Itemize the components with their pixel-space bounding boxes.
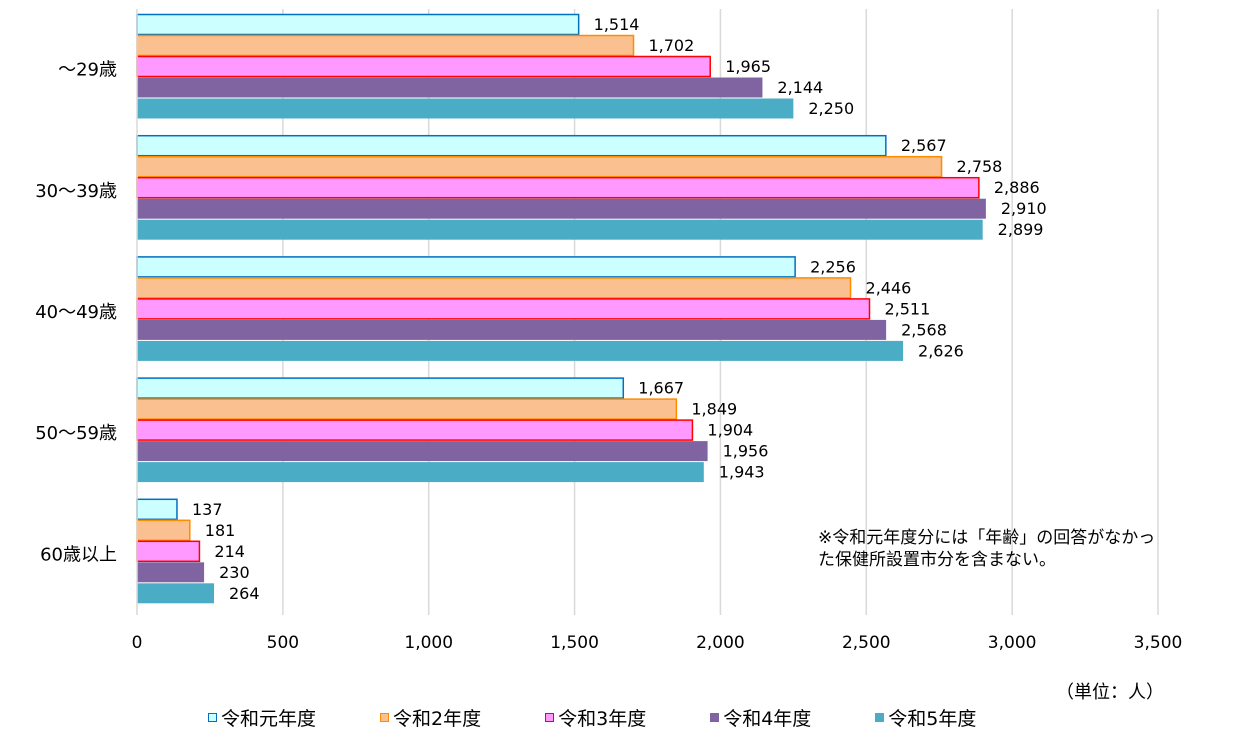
bar — [136, 134, 887, 157]
bar — [136, 419, 694, 441]
data-label: 2,511 — [884, 299, 930, 318]
legend-label: 令和3年度 — [558, 708, 647, 730]
legend-item: 令和4年度 — [710, 704, 811, 731]
legend-swatch — [710, 713, 720, 722]
x-tick-label: 2,500 — [842, 633, 891, 653]
bar — [136, 34, 635, 57]
data-label: 2,758 — [957, 157, 1003, 176]
data-label: 1,965 — [725, 57, 771, 76]
legend-swatch — [545, 713, 555, 722]
bar — [137, 319, 887, 340]
data-label: 230 — [219, 563, 250, 582]
bar — [136, 298, 871, 320]
bar — [137, 198, 986, 219]
data-label: 1,667 — [638, 379, 684, 398]
bar — [137, 340, 904, 361]
data-label: 1,702 — [648, 36, 694, 55]
bar — [137, 98, 794, 119]
unit-label: （単位：人） — [1056, 682, 1164, 703]
legend-item: 令和5年度 — [875, 704, 976, 731]
data-label: 1,943 — [719, 463, 765, 482]
data-label: 2,568 — [901, 320, 947, 339]
data-label: 214 — [214, 542, 245, 561]
data-label: 181 — [205, 521, 236, 540]
legend-label: 令和2年度 — [393, 708, 482, 730]
category-label: ～29歳 — [58, 60, 117, 81]
legend-label: 令和5年度 — [888, 708, 977, 730]
data-label: 2,626 — [918, 341, 964, 360]
x-tick-label: 500 — [267, 633, 299, 653]
data-label: 2,250 — [808, 99, 854, 118]
bar — [137, 441, 708, 462]
bar — [136, 155, 943, 178]
data-label: 2,144 — [777, 78, 823, 97]
legend-swatch — [875, 713, 885, 722]
bar — [137, 462, 704, 483]
x-tick-label: 3,500 — [1134, 633, 1183, 653]
data-label: 1,956 — [723, 442, 769, 461]
note-line-1: ※令和元年度分には「年齢」の回答がなかっ — [818, 528, 1156, 548]
bar — [136, 277, 852, 299]
data-label: 1,904 — [707, 421, 753, 440]
bar — [136, 55, 711, 78]
bar — [136, 519, 191, 542]
bar — [136, 176, 980, 199]
bar — [137, 562, 205, 583]
legend-item: 令和元年度 — [208, 704, 316, 731]
category-label: 60歳以上 — [40, 544, 117, 565]
data-label: 2,886 — [994, 178, 1040, 197]
bar — [136, 398, 678, 420]
category-label: 30～39歳 — [35, 181, 117, 202]
bar — [136, 13, 580, 36]
bar — [136, 540, 201, 563]
data-label: 2,910 — [1001, 199, 1047, 218]
x-tick-label: 1,500 — [550, 633, 599, 653]
note-line-2: た保健所設置市分を含まない。 — [818, 550, 1056, 570]
data-label: 2,446 — [866, 278, 912, 297]
bar — [136, 377, 625, 399]
data-label: 2,256 — [810, 257, 856, 276]
x-tick-label: 0 — [132, 633, 143, 653]
bar — [137, 77, 763, 98]
legend-swatch — [208, 713, 217, 722]
data-label: 1,514 — [594, 15, 640, 34]
data-label: 264 — [229, 584, 260, 603]
legend-label: 令和4年度 — [723, 708, 812, 730]
data-label: 137 — [192, 500, 223, 519]
data-label: 1,849 — [691, 400, 737, 419]
legend: 令和元年度 令和2年度 令和3年度 令和4年度 令和5年度 — [208, 704, 976, 731]
legend-swatch — [380, 713, 390, 722]
data-label: 2,567 — [901, 136, 947, 155]
legend-label: 令和元年度 — [221, 708, 317, 730]
chart-note: ※令和元年度分には「年齢」の回答がなかっ た保健所設置市分を含まない。 — [818, 527, 1155, 571]
x-tick-label: 1,000 — [404, 633, 453, 653]
bar — [136, 256, 796, 278]
data-label: 2,899 — [998, 220, 1044, 239]
legend-item: 令和2年度 — [380, 704, 481, 731]
bar — [137, 219, 983, 240]
bar — [136, 498, 178, 521]
x-tick-label: 2,000 — [696, 633, 745, 653]
category-label: 40～49歳 — [35, 302, 117, 323]
x-tick-label: 3,000 — [988, 633, 1037, 653]
legend-item: 令和3年度 — [545, 704, 646, 731]
bar — [137, 583, 215, 604]
category-label: 50～59歳 — [35, 423, 117, 444]
